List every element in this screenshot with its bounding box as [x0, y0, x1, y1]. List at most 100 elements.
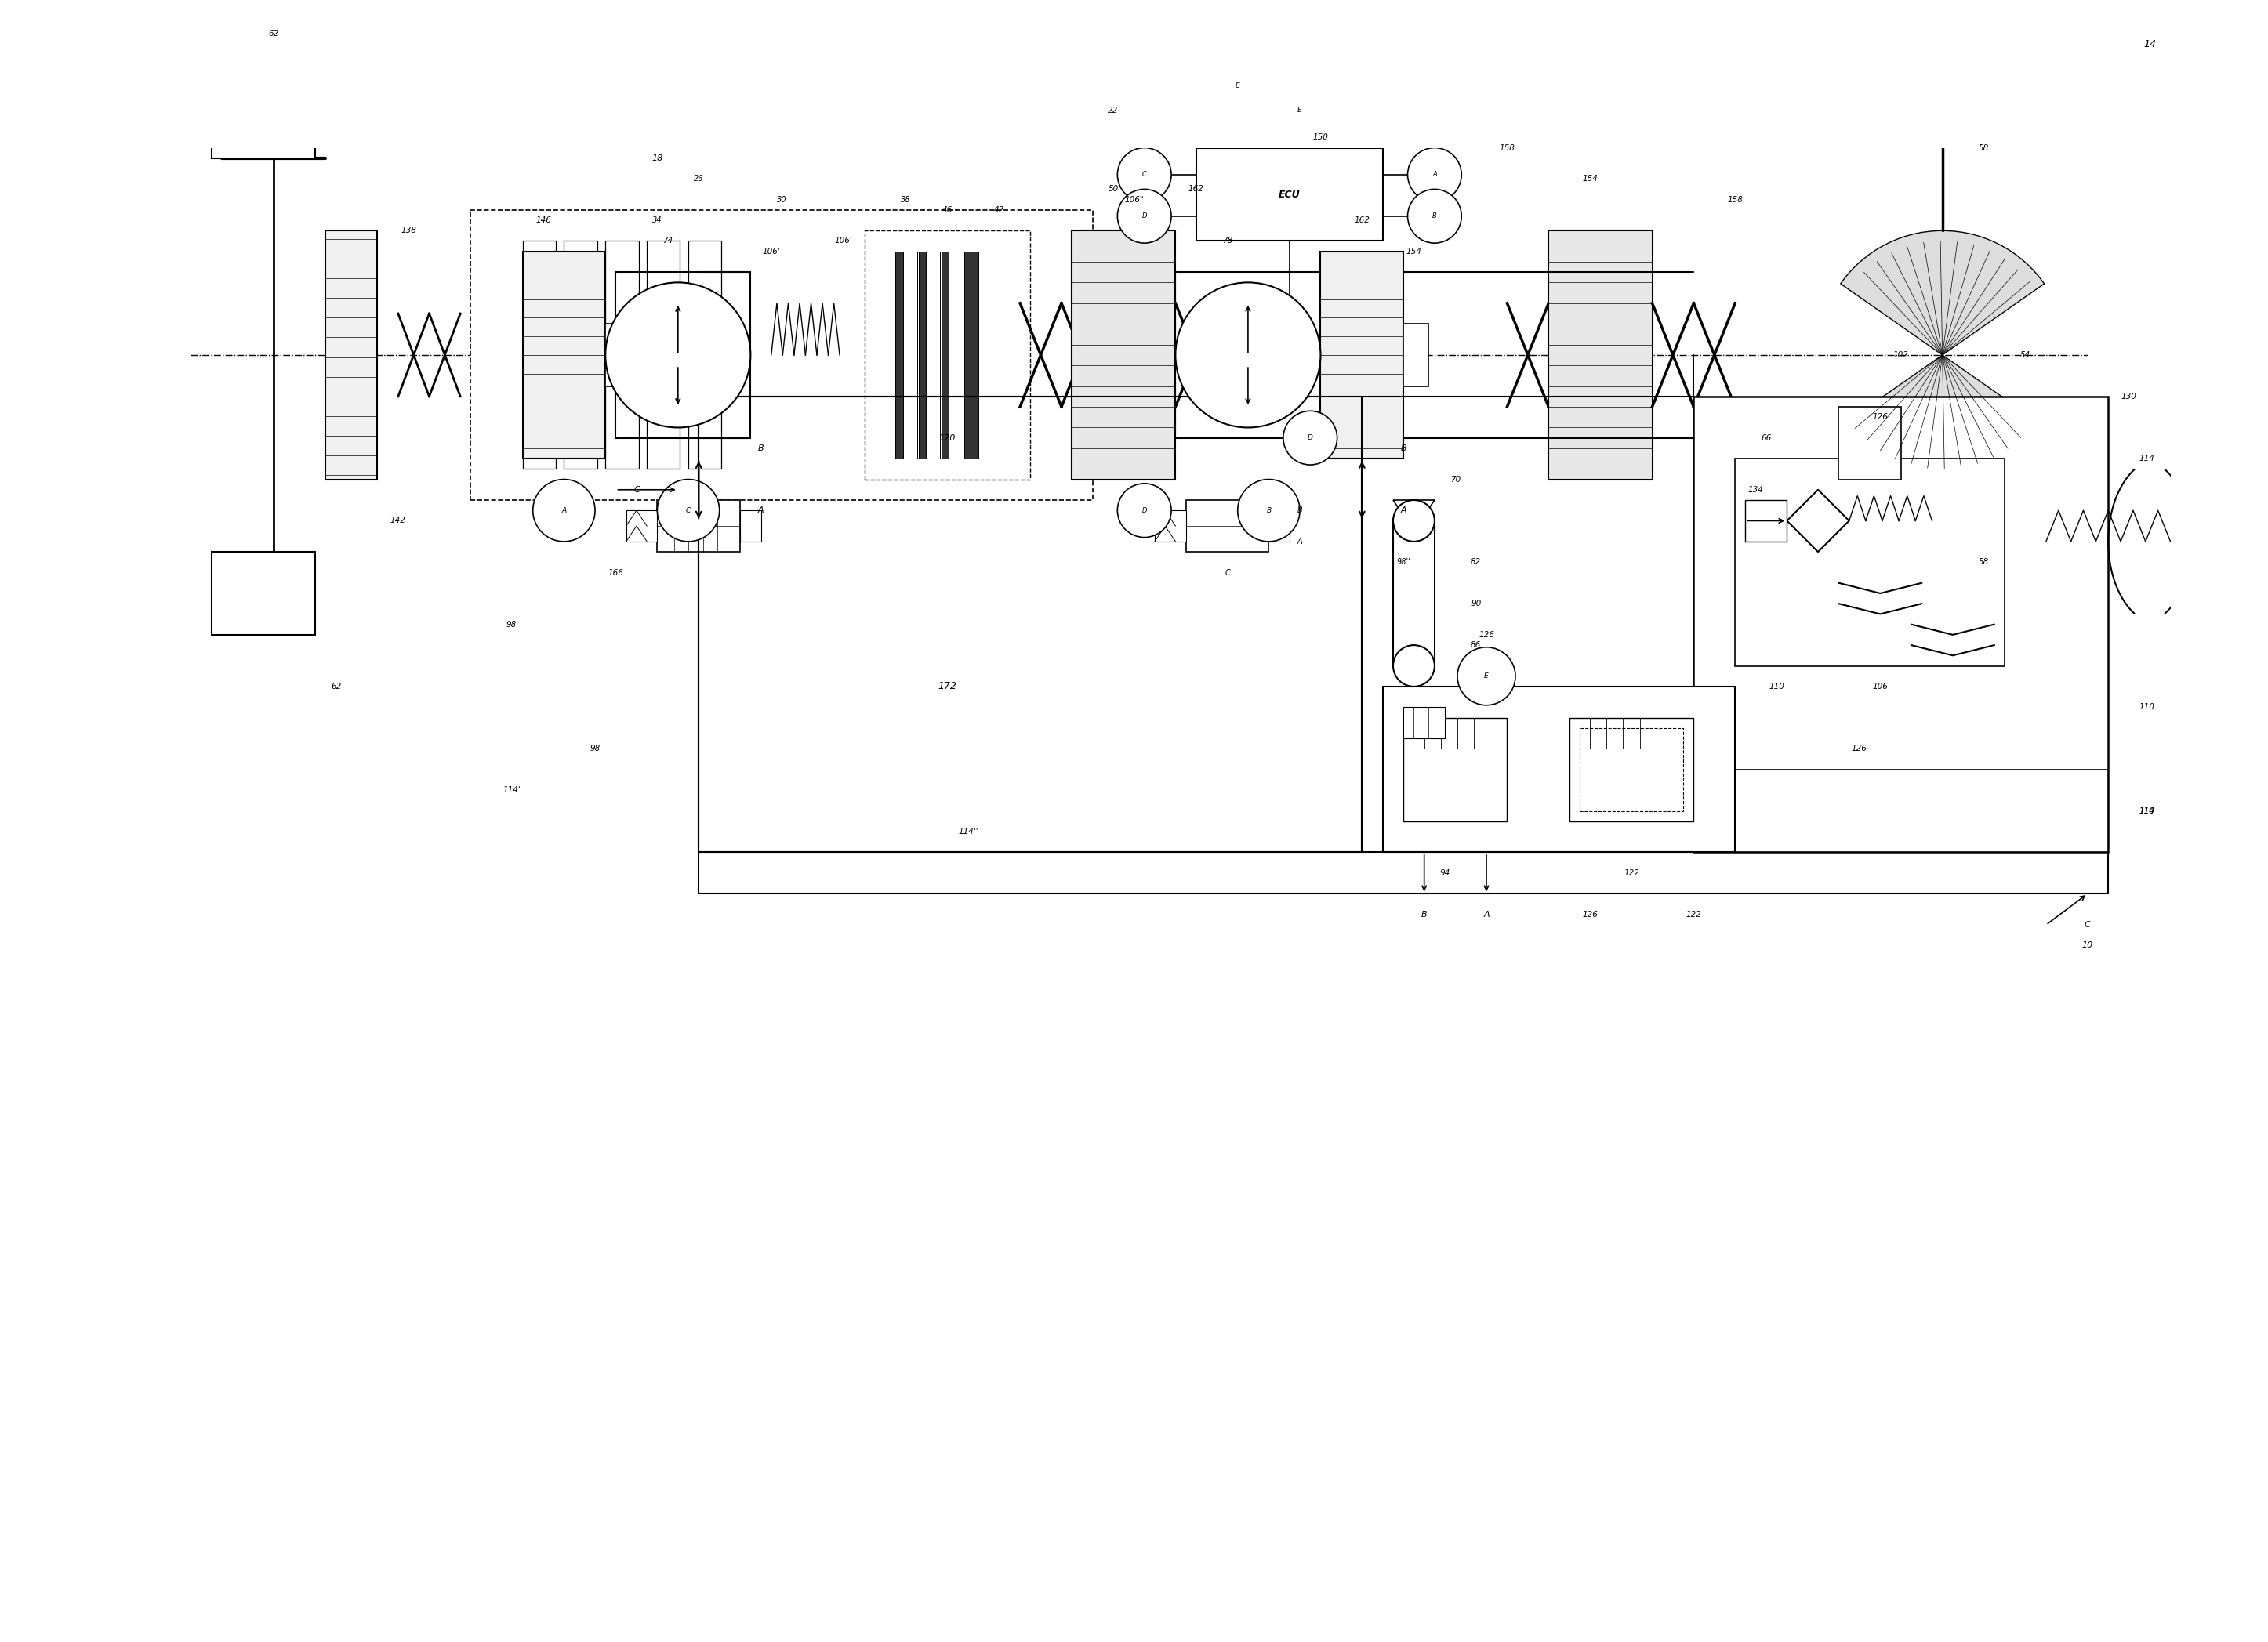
- Bar: [1579, 727, 1683, 811]
- Text: A: A: [562, 507, 567, 514]
- Text: 162: 162: [1354, 217, 1370, 225]
- Text: B: B: [1399, 445, 1406, 452]
- Text: B: B: [1266, 507, 1270, 514]
- Text: 106": 106": [1125, 195, 1143, 204]
- Text: 126: 126: [1583, 911, 1599, 918]
- Bar: [1393, 521, 1436, 667]
- Text: E: E: [1483, 673, 1488, 680]
- Text: 50: 50: [1109, 186, 1118, 194]
- Circle shape: [1393, 501, 1436, 542]
- Text: 114': 114': [503, 787, 522, 795]
- Bar: [1746, 501, 1787, 542]
- Bar: [699, 396, 1363, 852]
- Text: 122: 122: [1685, 911, 1701, 918]
- Text: 94: 94: [1440, 869, 1449, 877]
- Text: 110: 110: [1769, 683, 1785, 691]
- Text: 22: 22: [1109, 107, 1118, 115]
- Bar: [522, 251, 606, 458]
- Bar: [1735, 458, 2005, 667]
- Text: A: A: [758, 506, 764, 514]
- Bar: [1839, 407, 1901, 479]
- Text: C: C: [633, 486, 640, 494]
- Bar: [1694, 770, 2109, 852]
- Text: 98': 98': [506, 621, 519, 629]
- Bar: [864, 230, 1030, 479]
- Text: 82: 82: [1472, 558, 1481, 566]
- Bar: [689, 241, 721, 470]
- Bar: [1186, 501, 1268, 552]
- Text: B: B: [1297, 506, 1302, 514]
- Bar: [1320, 251, 1404, 458]
- Text: 74: 74: [662, 236, 674, 245]
- Text: 66: 66: [1760, 433, 1771, 442]
- Text: 26: 26: [694, 176, 703, 182]
- Text: B: B: [1422, 911, 1427, 918]
- Text: D: D: [1120, 496, 1127, 504]
- Text: 58: 58: [1978, 144, 1989, 151]
- Bar: [948, 251, 964, 458]
- Text: 46: 46: [941, 205, 953, 213]
- Text: A: A: [1399, 506, 1406, 514]
- Polygon shape: [1842, 355, 2043, 479]
- Text: E: E: [1297, 107, 1302, 113]
- Bar: [1869, 0, 2014, 66]
- Text: 172: 172: [939, 681, 957, 691]
- Text: 114: 114: [2139, 806, 2155, 814]
- Text: 150: 150: [1313, 133, 1329, 141]
- Circle shape: [1118, 483, 1170, 537]
- Text: C: C: [1143, 171, 1148, 179]
- Text: C: C: [2084, 921, 2091, 929]
- Bar: [1073, 230, 1175, 479]
- Text: 98'': 98'': [1397, 558, 1411, 566]
- Text: 38: 38: [900, 195, 912, 204]
- Text: 90: 90: [1472, 599, 1481, 608]
- Bar: [1268, 511, 1290, 542]
- Text: 166: 166: [608, 568, 624, 576]
- Text: 138: 138: [401, 227, 417, 235]
- Bar: [1869, 645, 2014, 727]
- Text: C: C: [685, 507, 692, 514]
- Text: ECU: ECU: [1279, 189, 1300, 199]
- Text: 134: 134: [1749, 486, 1765, 494]
- Text: 170: 170: [939, 433, 955, 442]
- Text: 114'': 114'': [957, 828, 978, 836]
- Bar: [1549, 230, 1651, 479]
- Text: 126: 126: [1479, 631, 1495, 639]
- Text: 102: 102: [1894, 351, 1910, 360]
- Bar: [1175, 273, 1320, 438]
- Text: 126: 126: [1873, 414, 1887, 420]
- Bar: [1404, 323, 1429, 386]
- Bar: [1404, 708, 1445, 739]
- Bar: [472, 210, 1093, 501]
- Text: 122: 122: [1624, 869, 1640, 877]
- Text: A: A: [1433, 171, 1438, 179]
- Text: 130: 130: [2121, 392, 2136, 401]
- Text: 10: 10: [2082, 941, 2093, 949]
- Bar: [896, 251, 909, 458]
- Text: 30: 30: [776, 195, 787, 204]
- Text: 86: 86: [1472, 640, 1481, 649]
- Text: 78: 78: [1222, 236, 1232, 245]
- Text: 18: 18: [651, 154, 662, 163]
- Bar: [964, 251, 978, 458]
- Bar: [1383, 686, 1735, 852]
- Text: 158: 158: [1728, 195, 1742, 204]
- Bar: [522, 241, 556, 470]
- Text: 106': 106': [762, 248, 780, 255]
- Bar: [1694, 396, 2109, 852]
- Text: 106': 106': [835, 236, 853, 245]
- Bar: [606, 241, 640, 470]
- Text: 142: 142: [390, 517, 406, 525]
- Circle shape: [1408, 148, 1461, 202]
- Text: 154: 154: [1406, 248, 1422, 255]
- Bar: [327, 230, 376, 479]
- Text: B: B: [758, 445, 764, 452]
- Bar: [606, 323, 631, 386]
- Text: 54: 54: [2021, 351, 2030, 360]
- Bar: [1569, 718, 1694, 821]
- Bar: [925, 251, 941, 458]
- Text: B: B: [1433, 212, 1438, 220]
- Text: 34: 34: [653, 217, 662, 225]
- Bar: [1154, 511, 1186, 542]
- Text: 62: 62: [268, 30, 279, 38]
